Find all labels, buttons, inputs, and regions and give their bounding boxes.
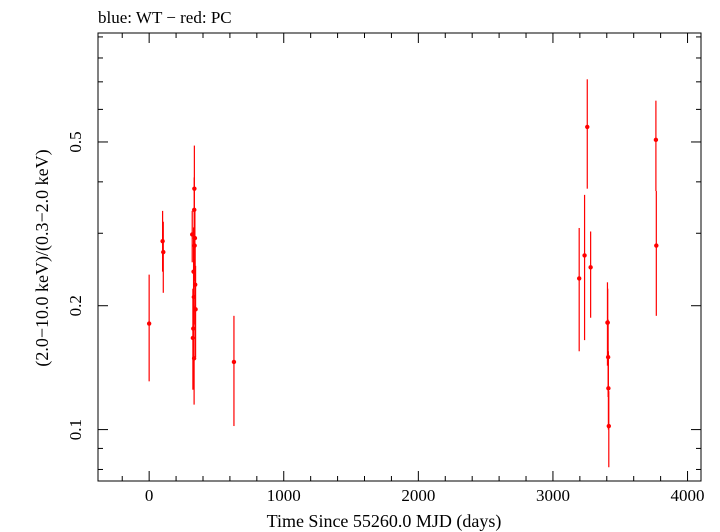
data-point (582, 253, 587, 258)
x-tick-label: 1000 (267, 486, 301, 505)
data-point (606, 386, 611, 391)
x-axis-label: Time Since 55260.0 MJD (days) (267, 511, 502, 532)
data-point (653, 137, 659, 143)
data-point (585, 124, 590, 130)
data-point (191, 356, 197, 361)
axis-ticks: 0 1000 2000 3000 4000 0.1 0.2 0.5 (66, 33, 705, 505)
data-point (654, 243, 659, 248)
data-point (160, 238, 165, 244)
data-points (146, 79, 659, 468)
x-tick-label: 3000 (536, 486, 570, 505)
data-point (588, 265, 593, 270)
data-point (193, 307, 198, 312)
data-point (146, 321, 152, 326)
data-point (231, 359, 237, 365)
data-point (192, 235, 198, 241)
y-axis-label: (2.0−10.0 keV)/(0.3−2.0 keV) (32, 149, 53, 366)
data-point (161, 249, 166, 255)
plot-frame (97, 32, 702, 482)
x-tick-label: 2000 (401, 486, 435, 505)
data-point (606, 423, 612, 429)
chart-title: blue: WT − red: PC (98, 8, 232, 27)
x-tick-label: 0 (145, 486, 154, 505)
y-tick-label: 0.1 (66, 419, 85, 440)
data-point (192, 186, 197, 191)
x-tick-label: 4000 (671, 486, 705, 505)
y-tick-label: 0.2 (66, 295, 85, 316)
data-point (576, 276, 582, 281)
y-tick-label: 0.5 (66, 131, 85, 152)
